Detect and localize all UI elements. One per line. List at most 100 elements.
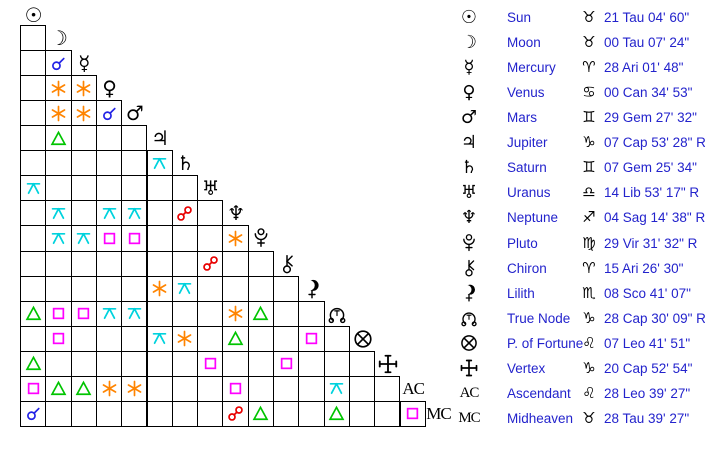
- jupiter-icon: ♃: [460, 131, 478, 153]
- aspect-cell-ascendant-xuranus: [197, 375, 224, 402]
- aspect-cell-midheaven-xsun: [20, 400, 47, 427]
- aspect-cell-neptune-xvenus: [95, 200, 123, 227]
- aspect-sextile-icon: [50, 105, 67, 122]
- legend-planet-glyph: [452, 233, 486, 253]
- aspect-conjunction-icon: [101, 105, 118, 122]
- diagonal-planet-chiron: [272, 251, 301, 277]
- planet-name: Ascendant: [507, 385, 571, 401]
- aspect-cell-mars-xvenus: [95, 100, 123, 127]
- aspect-cell-truenode-xuranus: [197, 300, 224, 327]
- aspect-cell-vertex-xlilith: [298, 350, 325, 377]
- aspect-cell-ascendant-xpluto: [247, 375, 274, 402]
- aspect-cell-pluto-xjupiter: [146, 225, 173, 252]
- planet-name: Vertex: [507, 360, 546, 376]
- aspect-cell-neptune-xmoon: [45, 200, 72, 227]
- planet-name: Mars: [507, 110, 537, 126]
- aspect-cell-mars-xmercury: [70, 100, 97, 127]
- cap-icon: ♑: [582, 133, 596, 152]
- aspect-sextile-icon: [151, 280, 168, 297]
- aspect-cell-truenode-xneptune: [222, 300, 249, 327]
- leo-icon: ♌: [582, 333, 596, 352]
- aspect-cell-midheaven-xfortune: [348, 400, 376, 427]
- diagonal-planet-midheaven: MC: [424, 401, 453, 427]
- aspect-cell-lilith-xjupiter: [146, 275, 173, 302]
- aspect-cell-truenode-xlilith: [298, 300, 325, 327]
- pluto-icon: [250, 227, 272, 249]
- aspect-cell-vertex-xsaturn: [171, 350, 199, 377]
- planet-name: Moon: [507, 35, 541, 51]
- aspect-cell-midheaven-xvenus: [95, 400, 123, 427]
- saturn-icon: ♄: [176, 151, 195, 176]
- aspect-cell-uranus-xjupiter: [146, 175, 173, 202]
- planet-name: Venus: [507, 85, 545, 101]
- aspect-cell-midheaven-xjupiter: [146, 400, 173, 427]
- aspect-cell-vertex-xneptune: [222, 350, 249, 377]
- aspect-cell-lilith-xchiron: [273, 275, 300, 302]
- aspect-sextile-icon: [75, 105, 92, 122]
- aspect-cell-neptune-xjupiter: [146, 200, 173, 227]
- leo-icon: ♌: [582, 383, 596, 402]
- aspect-cell-saturn-xsun: [20, 150, 47, 177]
- aspect-opposition-icon: [176, 205, 193, 222]
- legend-planet-glyph: ♆: [452, 208, 486, 227]
- aspect-cell-mars-xmoon: [45, 100, 72, 127]
- legend-planet-glyph: ☿: [452, 58, 486, 77]
- aspect-cell-lilith-xsaturn: [171, 275, 199, 302]
- aspect-conjunction-icon: [25, 405, 42, 422]
- diagonal-planet-sun: ☉: [19, 2, 48, 28]
- aspect-quincunx-icon: [151, 330, 168, 347]
- planet-name: Chiron: [507, 260, 547, 276]
- planet-position: 07 Cap 53' 28" R: [604, 135, 705, 151]
- lilith-icon: [459, 283, 479, 303]
- planet-name: Pluto: [507, 235, 538, 251]
- aspect-cell-pluto-xvenus: [95, 225, 123, 252]
- aspect-cell-neptune-xsaturn: [171, 200, 199, 227]
- aspect-cell-pluto-xuranus: [197, 225, 224, 252]
- aspect-cell-pluto-xsaturn: [171, 225, 199, 252]
- planet-position: 28 Cap 30' 09" R: [604, 310, 705, 326]
- planet-position: 15 Ari 26' 30": [604, 260, 684, 276]
- aspect-cell-vertex-xtruenode: [323, 350, 350, 377]
- ari-icon: ♈: [582, 258, 596, 277]
- aspect-cell-midheaven-xmars: [121, 400, 148, 427]
- truenode-icon: [459, 308, 479, 328]
- aspect-cell-vertex-xuranus: [197, 350, 224, 377]
- aspect-cell-mercury-xsun: [20, 50, 47, 77]
- tau-icon: ♉: [582, 8, 596, 27]
- aspect-cell-jupiter-xmercury: [70, 125, 97, 152]
- aspect-cell-ascendant-xtruenode: [323, 375, 350, 402]
- legend-planet-glyph: ♅: [452, 183, 486, 202]
- aspect-cell-truenode-xjupiter: [146, 300, 173, 327]
- moon-icon: ☽: [49, 26, 68, 51]
- planet-name: Sun: [507, 10, 532, 26]
- aspect-cell-chiron-xsun: [20, 250, 47, 277]
- aspect-cell-fortune-xmars: [121, 325, 148, 352]
- aspect-sextile-icon: [75, 80, 92, 97]
- legend-row-jupiter: ♃ Jupiter ♑ 07 Cap 53' 28" R: [452, 130, 705, 155]
- aspect-cell-midheaven-xsaturn: [171, 400, 199, 427]
- aspect-cell-midheaven-xvertex: [374, 400, 401, 427]
- aspect-quincunx-icon: [50, 230, 67, 247]
- planet-name: Jupiter: [507, 135, 548, 151]
- legend-row-lilith: Lilith ♏ 08 Sco 41' 07": [452, 281, 705, 306]
- aspect-cell-fortune-xvenus: [95, 325, 123, 352]
- aspect-cell-lilith-xmercury: [70, 275, 97, 302]
- legend-row-mercury: ☿ Mercury ♈ 28 Ari 01' 48": [452, 55, 705, 80]
- planet-name: Saturn: [507, 160, 547, 176]
- sun-icon: ☉: [460, 6, 478, 28]
- legend-row-p-of-fortune: P. of Fortune ♌ 07 Leo 41' 51": [452, 331, 705, 356]
- aspect-cell-midheaven-xchiron: [273, 400, 300, 427]
- aspect-cell-pluto-xsun: [20, 225, 47, 252]
- legend-row-venus: ♀ Venus ♋ 00 Can 34' 53": [452, 80, 705, 105]
- aspect-square-icon: [25, 380, 42, 397]
- aspect-square-icon: [202, 355, 219, 372]
- diagonal-planet-truenode: [323, 301, 352, 327]
- aspect-cell-lilith-xsun: [20, 275, 47, 302]
- aspect-cell-chiron-xuranus: [197, 250, 224, 277]
- aspect-cell-lilith-xuranus: [197, 275, 224, 302]
- aspect-cell-pluto-xmoon: [45, 225, 72, 252]
- aspect-conjunction-icon: [50, 55, 67, 72]
- aspect-quincunx-icon: [151, 155, 168, 172]
- aspect-trine-icon: [25, 355, 42, 372]
- aspect-cell-ascendant-xsun: [20, 375, 47, 402]
